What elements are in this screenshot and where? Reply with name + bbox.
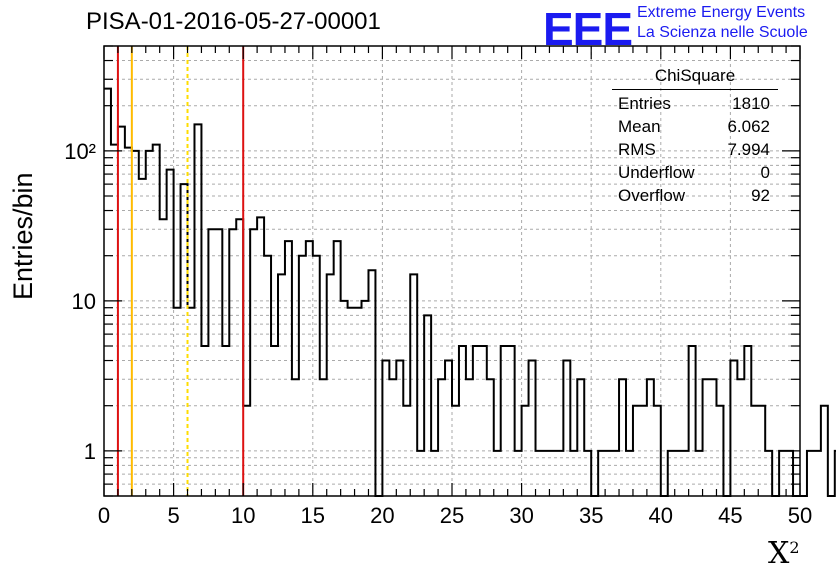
stats-row-rms: RMS 7.994 [612, 138, 778, 161]
histogram-outline [104, 87, 836, 497]
x-tick-label: 0 [98, 503, 110, 528]
x-axis-label: X2 [768, 536, 800, 571]
stats-label: RMS [618, 140, 656, 159]
x-tick-label: 10 [231, 503, 255, 528]
x-tick-label: 35 [579, 503, 603, 528]
y-tick-label: 10² [64, 139, 96, 164]
x-tick-label: 30 [509, 503, 533, 528]
stats-label: Overflow [618, 186, 686, 205]
chart-title: PISA-01-2016-05-27-00001 [86, 8, 381, 35]
y-tick-label: 1 [84, 439, 96, 464]
y-axis-label: Entries/bin [8, 172, 38, 300]
stats-value: 92 [751, 186, 770, 205]
stats-value: 6.062 [727, 117, 770, 136]
logo-line-2: La Scienza nelle Scuole [637, 24, 808, 41]
stats-value: 0 [760, 163, 770, 182]
stats-label: Mean [618, 117, 661, 136]
stats-row-underflow: Underflow 0 [612, 161, 778, 184]
x-tick-label: 20 [370, 503, 394, 528]
stats-box: ChiSquare Entries 1810 Mean 6.062 RMS 7.… [612, 66, 778, 207]
eee-logo: EEE [543, 3, 633, 55]
x-tick-label: 25 [440, 503, 464, 528]
x-tick-label: 5 [167, 503, 179, 528]
stats-row-mean: Mean 6.062 [612, 115, 778, 138]
stats-row-overflow: Overflow 92 [612, 184, 778, 207]
stats-label: Entries [618, 94, 671, 113]
stats-title: ChiSquare [612, 66, 778, 90]
logo-line-1: Extreme Energy Events [637, 4, 806, 21]
x-tick-label: 50 [788, 503, 812, 528]
stats-label: Underflow [618, 163, 695, 182]
x-tick-label: 15 [301, 503, 325, 528]
y-tick-label: 10 [72, 289, 96, 314]
stats-value: 7.994 [727, 140, 770, 159]
x-tick-label: 40 [649, 503, 673, 528]
stats-row-entries: Entries 1810 [612, 92, 778, 115]
x-tick-label: 45 [718, 503, 742, 528]
stats-value: 1810 [732, 94, 770, 113]
